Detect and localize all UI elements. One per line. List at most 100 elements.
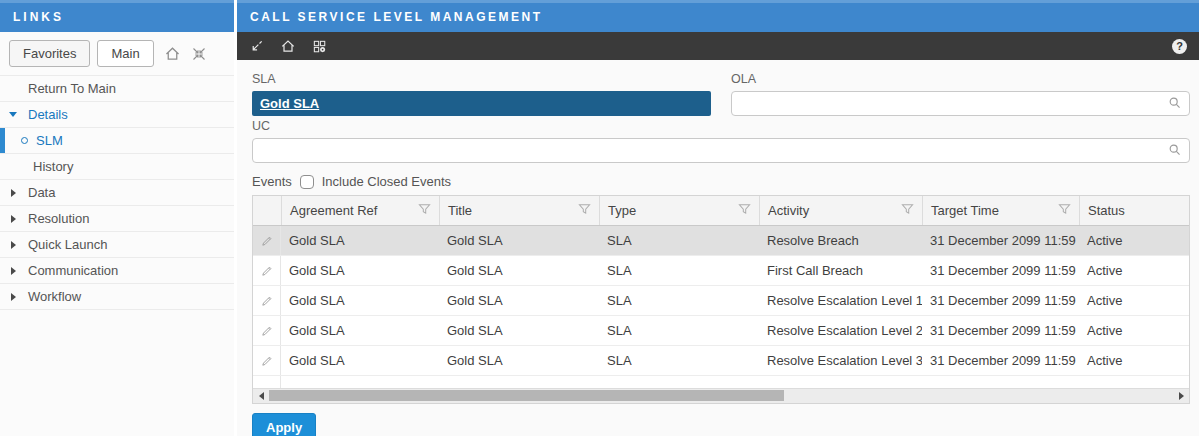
filter-icon[interactable] (418, 203, 431, 218)
cell-agreement-ref: Gold SLA (281, 256, 439, 285)
column-label: Activity (768, 203, 809, 218)
include-closed-events-label: Include Closed Events (322, 174, 451, 189)
cell-title: Gold SLA (439, 316, 599, 345)
cell-activity: Resolve Escalation Level 2 (759, 316, 922, 345)
events-label: Events (252, 174, 292, 189)
ola-label: OLA (731, 72, 1190, 86)
edit-icon[interactable] (253, 286, 281, 315)
uc-input[interactable] (252, 138, 1190, 163)
sidebar-item-data[interactable]: Data (0, 180, 234, 206)
chevron-right-icon (11, 293, 16, 301)
app-root: LINKS Favorites Main Return To Main (0, 0, 1199, 436)
tab-favorites[interactable]: Favorites (9, 40, 90, 67)
edit-column-gutter (253, 376, 281, 388)
column-label: Target Time (931, 203, 999, 218)
cell-activity: Resolve Breach (759, 226, 922, 255)
sidebar-item-return-to-main[interactable]: Return To Main (0, 76, 234, 102)
help-icon[interactable]: ? (1172, 39, 1187, 54)
sidebar-item-history[interactable]: History (0, 154, 234, 180)
sidebar-item-communication[interactable]: Communication (0, 258, 234, 284)
page-title: CALL SERVICE LEVEL MANAGEMENT (250, 10, 543, 24)
sla-value-box: Gold SLA (252, 91, 711, 116)
column-header-title[interactable]: Title (439, 196, 599, 225)
ola-field-group: OLA (731, 69, 1190, 116)
column-header-type[interactable]: Type (599, 196, 759, 225)
sidebar-item-label: Data (28, 185, 55, 200)
bullet-icon (21, 137, 28, 144)
table-row[interactable]: Gold SLA Gold SLA SLA Resolve Escalation… (253, 346, 1189, 376)
edit-icon[interactable] (253, 316, 281, 345)
collapse-arrow-icon[interactable] (249, 39, 264, 54)
column-header-activity[interactable]: Activity (759, 196, 922, 225)
cell-agreement-ref: Gold SLA (281, 316, 439, 345)
app-grid-settings-icon[interactable] (312, 39, 327, 54)
cell-type: SLA (599, 316, 759, 345)
table-empty-space (253, 376, 1189, 388)
column-label: Type (608, 203, 636, 218)
uc-input-wrap (252, 138, 1190, 163)
horizontal-scrollbar[interactable] (253, 388, 1189, 403)
sla-value-link[interactable]: Gold SLA (260, 96, 319, 111)
search-icon[interactable] (1168, 143, 1182, 160)
sidebar-item-label: Details (28, 107, 68, 122)
cell-status: Active (1079, 256, 1189, 285)
ola-input[interactable] (731, 91, 1190, 116)
links-panel-header: LINKS (0, 0, 234, 32)
apply-button[interactable]: Apply (252, 413, 316, 436)
sidebar-item-resolution[interactable]: Resolution (0, 206, 234, 232)
filter-icon[interactable] (1058, 203, 1071, 218)
cell-status: Active (1079, 286, 1189, 315)
cell-status: Active (1079, 346, 1189, 375)
table-row[interactable]: Gold SLA Gold SLA SLA First Call Breach … (253, 256, 1189, 286)
table-row[interactable]: Gold SLA Gold SLA SLA Resolve Escalation… (253, 316, 1189, 346)
home-icon[interactable] (164, 45, 181, 62)
search-icon[interactable] (1168, 96, 1182, 113)
cell-type: SLA (599, 346, 759, 375)
sla-field-group: SLA Gold SLA (252, 69, 711, 116)
filter-icon[interactable] (901, 203, 914, 218)
cell-activity: Resolve Escalation Level 3 (759, 346, 922, 375)
scroll-left-button[interactable] (253, 392, 269, 400)
chevron-down-icon (9, 112, 17, 117)
include-closed-events-checkbox[interactable] (300, 175, 314, 189)
column-header-agreement-ref[interactable]: Agreement Ref (281, 196, 439, 225)
links-title: LINKS (13, 10, 64, 24)
collapse-all-icon[interactable] (191, 46, 207, 62)
filter-icon[interactable] (738, 203, 751, 218)
sidebar-item-quick-launch[interactable]: Quick Launch (0, 232, 234, 258)
cell-target-time: 31 December 2099 11:59 PM (922, 346, 1079, 375)
edit-icon[interactable] (253, 346, 281, 375)
cell-target-time: 31 December 2099 11:59 PM (922, 226, 1079, 255)
ola-input-wrap (731, 91, 1190, 116)
table-row[interactable]: Gold SLA Gold SLA SLA Resolve Breach 31 … (253, 226, 1189, 256)
table-row[interactable]: Gold SLA Gold SLA SLA Resolve Escalation… (253, 286, 1189, 316)
tab-main[interactable]: Main (97, 40, 153, 67)
sla-label: SLA (252, 72, 711, 86)
links-menu: Return To Main Details SLM History Data … (0, 75, 234, 310)
cell-title: Gold SLA (439, 346, 599, 375)
sidebar-item-details[interactable]: Details (0, 102, 234, 128)
links-panel: LINKS Favorites Main Return To Main (0, 0, 237, 436)
sidebar-item-workflow[interactable]: Workflow (0, 284, 234, 310)
scroll-right-button[interactable] (1173, 392, 1189, 400)
scrollbar-thumb[interactable] (269, 390, 784, 401)
sidebar-item-slm[interactable]: SLM (0, 128, 234, 154)
sidebar-item-label: Workflow (28, 289, 81, 304)
content-area: SLA Gold SLA OLA (237, 60, 1199, 436)
home-icon[interactable] (280, 38, 296, 54)
cell-status: Active (1079, 316, 1189, 345)
cell-title: Gold SLA (439, 256, 599, 285)
edit-icon[interactable] (253, 256, 281, 285)
cell-status: Active (1079, 226, 1189, 255)
uc-label: UC (252, 119, 1190, 133)
column-header-target-time[interactable]: Target Time (922, 196, 1079, 225)
table-header-row: Agreement Ref Title Type (253, 196, 1189, 226)
toolbar: ? (237, 32, 1199, 60)
edit-icon[interactable] (253, 226, 281, 255)
sidebar-item-label: Communication (28, 263, 118, 278)
scrollbar-track[interactable] (269, 389, 1173, 403)
events-row: Events Include Closed Events (252, 174, 1190, 189)
column-header-status[interactable]: Status (1079, 196, 1189, 225)
filter-icon[interactable] (578, 203, 591, 218)
chevron-right-icon (11, 267, 16, 275)
